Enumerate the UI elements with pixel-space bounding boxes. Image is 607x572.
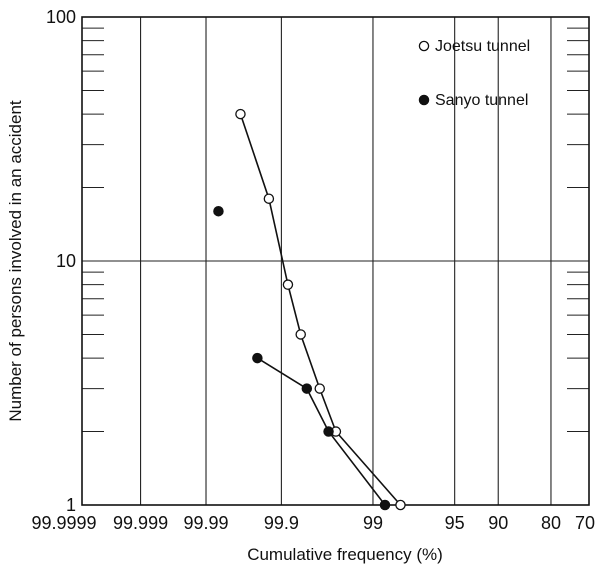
data-point: [379, 499, 391, 511]
legend-marker: [418, 94, 430, 106]
x-tick-label: 95: [445, 513, 465, 533]
y-axis-label: Number of persons involved in an acciden…: [6, 100, 25, 422]
legend-label: Joetsu tunnel: [435, 38, 530, 55]
data-point: [252, 352, 263, 364]
data-point: [323, 426, 334, 437]
x-tick-label: 99.99: [183, 513, 228, 533]
x-tick-label: 99: [363, 513, 383, 533]
legend: Joetsu tunnel Sanyo tunnel: [418, 38, 530, 109]
minor-ticks: [82, 27, 589, 433]
x-tick-label: 80: [541, 513, 561, 533]
plot-frame: [81, 16, 590, 506]
x-tick-label: 90: [488, 513, 508, 533]
y-tick-label: 100: [46, 7, 76, 27]
x-tick-label: 99.999: [113, 513, 168, 533]
x-tick-label: 99.9999: [31, 513, 96, 533]
fit-lines: [239, 113, 402, 506]
y-tick-label: 1: [66, 495, 76, 515]
x-tick-label: 70: [575, 513, 595, 533]
data-point: [235, 108, 246, 120]
grid: [82, 17, 589, 505]
data-points: [213, 108, 406, 511]
x-tick-label: 99.9: [264, 513, 299, 533]
legend-label: Sanyo tunnel: [435, 92, 528, 109]
x-tick-labels: 99.9999 99.999 99.99 99.9 99 95 90 80 70: [31, 513, 595, 533]
x-axis-label: Cumulative frequency (%): [247, 545, 443, 564]
data-point: [301, 383, 313, 394]
fit-line: [256, 357, 386, 506]
data-point: [314, 383, 325, 394]
data-point: [213, 205, 224, 217]
data-point: [295, 329, 306, 340]
y-tick-label: 10: [56, 251, 76, 271]
y-tick-labels: 1 10 100: [46, 7, 76, 515]
legend-marker: [418, 40, 430, 52]
data-point: [282, 279, 294, 290]
data-point: [263, 193, 275, 204]
data-point: [395, 499, 406, 511]
fit-line: [239, 113, 402, 506]
